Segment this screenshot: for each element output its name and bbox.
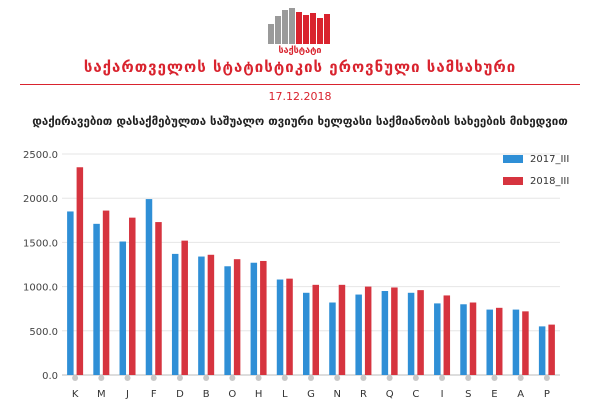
- saqstati-logo: საქსტატი: [268, 8, 330, 56]
- x-tick-label: K: [72, 389, 79, 400]
- bar-2017_III-E: [486, 309, 493, 375]
- bar-2018_III-D: [181, 240, 188, 375]
- y-tick-label: 2500.0: [23, 150, 58, 161]
- bar-2017_III-A: [512, 309, 520, 375]
- x-axis-marker: [491, 375, 498, 381]
- bar-2017_III-O: [224, 266, 231, 375]
- x-tick-label: N: [333, 389, 340, 400]
- bar-2018_III-C: [417, 290, 424, 375]
- bar-2018_III-S: [469, 302, 477, 375]
- bar-2017_III-K: [67, 211, 74, 375]
- bar-2018_III-E: [495, 307, 503, 375]
- bar-2017_III-D: [171, 253, 179, 375]
- x-axis-marker: [124, 375, 131, 381]
- chart-title: დაქირავებით დასაქმებულთა საშუალო თვიური …: [0, 112, 600, 130]
- bar-2017_III-C: [407, 292, 415, 375]
- x-axis-marker: [176, 375, 183, 381]
- bar-2018_III-K: [76, 167, 84, 375]
- bar-2017_III-M: [93, 223, 100, 375]
- bar-2018_III-H: [260, 260, 267, 375]
- y-tick-label: 1000.0: [23, 283, 58, 294]
- bar-2017_III-N: [329, 302, 336, 375]
- x-axis-marker: [281, 375, 288, 381]
- x-tick-label: M: [97, 389, 106, 400]
- logo-bars: [268, 8, 330, 44]
- x-tick-label: B: [203, 389, 210, 400]
- bar-2018_III-P: [548, 324, 555, 375]
- bar-2018_III-A: [522, 311, 529, 375]
- bar-2018_III-F: [155, 222, 162, 375]
- bar-2017_III-G: [303, 292, 310, 375]
- x-axis-marker: [98, 375, 105, 381]
- release-date: 17.12.2018: [268, 90, 332, 103]
- x-tick-label: E: [491, 389, 497, 400]
- x-tick-label: S: [465, 389, 471, 400]
- x-tick-label: C: [412, 389, 419, 400]
- bar-2018_III-Q: [391, 287, 398, 375]
- bar-2017_III-S: [460, 304, 467, 375]
- x-tick-label: P: [544, 389, 550, 400]
- y-tick-label: 500.0: [29, 327, 58, 338]
- x-tick-label: L: [282, 389, 288, 400]
- bar-2017_III-J: [119, 241, 127, 375]
- bar-2017_III-F: [145, 199, 153, 375]
- y-tick-label: 0.0: [42, 371, 58, 382]
- x-tick-label: I: [441, 389, 444, 400]
- x-axis-marker: [150, 375, 157, 381]
- x-tick-label: O: [228, 389, 236, 400]
- x-tick-label: F: [151, 389, 157, 400]
- bar-2018_III-O: [233, 259, 241, 375]
- bar-2017_III-P: [538, 326, 546, 375]
- x-axis-marker: [517, 375, 524, 381]
- bar-2017_III-R: [355, 294, 362, 375]
- bar-2018_III-J: [129, 217, 136, 375]
- x-tick-label: A: [517, 389, 524, 400]
- y-tick-label: 1500.0: [23, 238, 58, 249]
- x-tick-label: R: [360, 389, 367, 400]
- logo-text: საქსტატი: [279, 46, 322, 56]
- organization-title: საქართველოს სტატისტიკის ეროვნული სამსახუ…: [83, 58, 517, 76]
- x-axis-marker: [412, 375, 419, 381]
- x-axis-marker: [203, 375, 210, 381]
- x-axis-marker: [386, 375, 393, 381]
- x-tick-label: D: [176, 389, 184, 400]
- bar-2017_III-B: [198, 256, 205, 375]
- header-divider: [20, 84, 580, 85]
- bar-2018_III-N: [338, 284, 346, 375]
- x-tick-label: J: [125, 389, 129, 400]
- bar-2018_III-I: [443, 295, 451, 375]
- chart-title-text: დაქირავებით დასაქმებულთა საშუალო თვიური …: [32, 114, 568, 128]
- bar-2018_III-G: [312, 284, 319, 375]
- x-axis-marker: [465, 375, 472, 381]
- bar-2018_III-R: [364, 286, 372, 375]
- x-axis-marker: [543, 375, 550, 381]
- x-axis-marker: [439, 375, 446, 381]
- x-tick-label: Q: [386, 389, 394, 400]
- legend-label-2018_III: 2018_III: [530, 176, 569, 187]
- x-axis-marker: [360, 375, 367, 381]
- bar-2018_III-B: [207, 254, 215, 375]
- legend-swatch-2018_III: [503, 177, 523, 185]
- legend-label-2017_III: 2017_III: [530, 154, 569, 165]
- x-tick-label: G: [307, 389, 315, 400]
- bar-2017_III-H: [250, 262, 258, 375]
- bar-2017_III-Q: [381, 291, 389, 375]
- x-axis-marker: [255, 375, 262, 381]
- bar-2017_III-I: [434, 303, 441, 375]
- x-axis-marker: [334, 375, 341, 381]
- x-axis-marker: [308, 375, 314, 381]
- x-tick-label: H: [255, 389, 263, 400]
- bar-2018_III-L: [286, 278, 293, 375]
- bar-2018_III-M: [102, 210, 110, 375]
- y-tick-label: 2000.0: [23, 194, 58, 205]
- bar-2017_III-L: [276, 279, 284, 375]
- legend-swatch-2017_III: [503, 155, 523, 163]
- x-axis-marker: [72, 375, 79, 381]
- x-axis-marker: [229, 375, 236, 381]
